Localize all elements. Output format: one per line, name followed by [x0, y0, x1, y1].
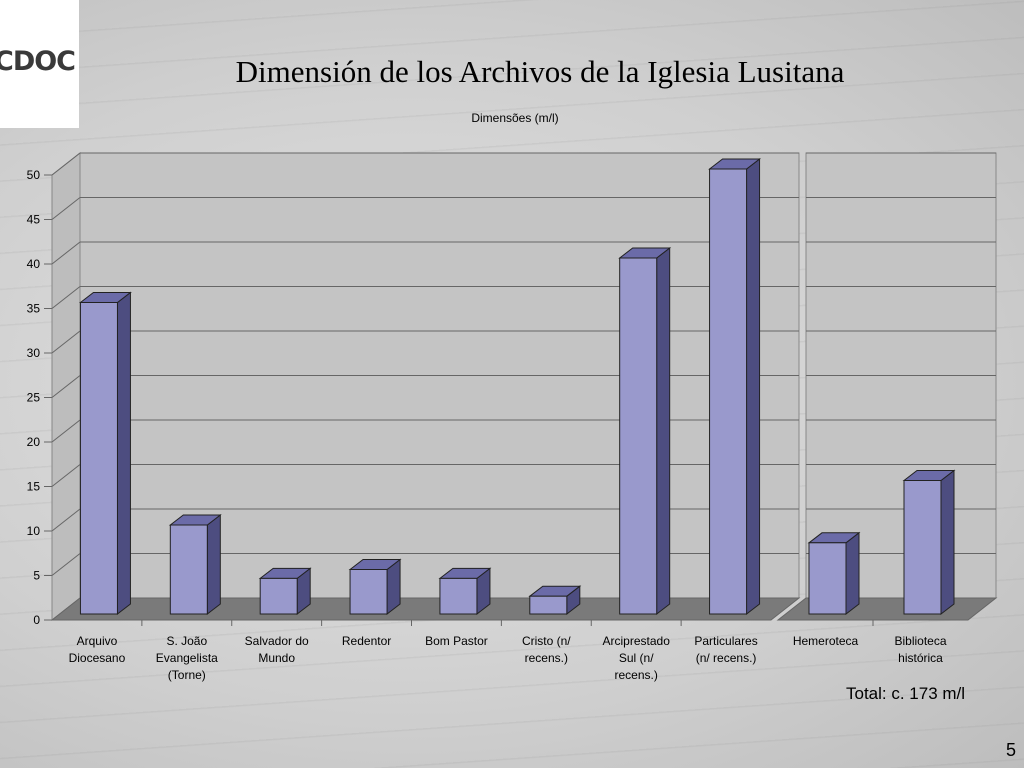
bar-side — [116, 291, 131, 616]
logo-text: CDOC — [0, 46, 76, 77]
bar-side — [656, 246, 671, 616]
bar — [439, 577, 478, 615]
gridline-side — [51, 152, 81, 176]
category-label: Bom Pastor — [425, 634, 488, 648]
total-label: Total: c. 173 m/l — [846, 684, 966, 703]
logo: CDOC — [0, 0, 79, 128]
slide-title: Dimensión de los Archivos de la Iglesia … — [235, 54, 845, 89]
bar-side — [940, 469, 955, 616]
y-tick-label: 25 — [27, 391, 41, 405]
chart-title: Dimensões (m/l) — [471, 111, 558, 125]
gridline-side — [51, 508, 81, 532]
y-tick-label: 20 — [27, 435, 41, 449]
category-label: Salvador do Mundo — [245, 634, 309, 665]
category-label: Cristo (n/recens.) — [522, 634, 571, 665]
gridline-side — [51, 553, 81, 576]
gridline-side — [51, 375, 81, 398]
gridline-side — [51, 464, 81, 487]
bar — [259, 577, 298, 615]
bar — [619, 257, 658, 615]
category-label: Arciprestado Sul (n/recens.) — [603, 634, 671, 682]
y-tick-label: 40 — [27, 257, 41, 271]
plot-floor — [50, 597, 801, 621]
y-tick-label: 35 — [27, 302, 41, 316]
y-tick-label: 15 — [27, 480, 41, 494]
y-tick-label: 45 — [27, 213, 41, 227]
bar — [529, 595, 568, 615]
gridline-side — [51, 286, 81, 309]
category-label: Particulares (n/ recens.) — [694, 634, 757, 665]
y-tick-label: 30 — [27, 346, 41, 360]
bar — [808, 542, 847, 615]
category-label: S. João Evangelista (Torne) — [156, 634, 218, 682]
bar — [79, 302, 118, 615]
bar-side — [206, 513, 221, 616]
y-tick-label: 0 — [33, 613, 40, 627]
gridline-side — [51, 197, 81, 220]
category-label: Redentor — [342, 634, 391, 648]
category-label: Biblioteca histórica — [894, 634, 946, 665]
gridline-side — [51, 330, 81, 354]
y-tick-label: 50 — [27, 168, 41, 182]
y-tick-label: 10 — [27, 524, 41, 538]
bar — [349, 569, 388, 615]
gridline-side — [51, 419, 81, 443]
category-label: Hemeroteca — [793, 634, 859, 648]
bar — [709, 168, 748, 615]
page-number: 5 — [1006, 740, 1017, 760]
category-label: Arquivo Diocesano — [69, 634, 126, 665]
y-tick-label: 5 — [33, 569, 40, 583]
gridline-side — [51, 241, 81, 265]
bar-side — [746, 157, 761, 616]
bar — [903, 480, 942, 615]
bar — [169, 524, 208, 615]
bar-side — [845, 531, 860, 616]
